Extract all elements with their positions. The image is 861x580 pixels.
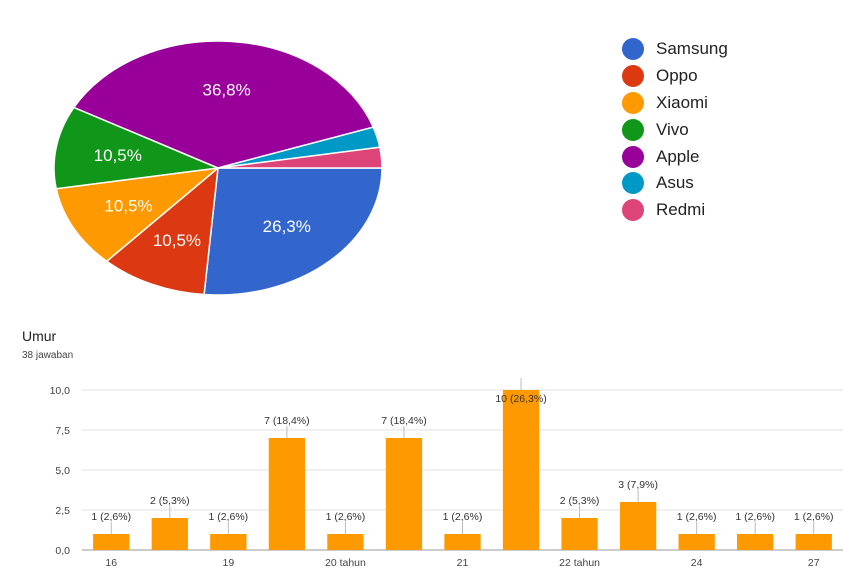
data-label: 10 (26,3%) [495,393,546,405]
data-label: 1 (2,6%) [794,511,834,523]
bar-chart-subtitle: 38 jawaban [22,350,74,361]
legend-item-xiaomi: Xiaomi [622,90,728,117]
x-tick-label: 16 [105,557,117,569]
legend-swatch [622,199,644,222]
legend-item-oppo: Oppo [622,63,728,90]
pie-slice-label: 36,8% [203,81,251,100]
y-tick-label: 5,0 [55,465,70,477]
bar-chart: 0,0 2,5 5,0 7,5 10,0 1 (2,6%) 16 2 (5,3%) 1 (2,6… [50,378,843,569]
legend-label: Apple [656,146,700,166]
bar [561,518,598,550]
legend-item-redmi: Redmi [622,197,728,224]
x-tick-label: 20 tahun [325,557,366,569]
bar [327,534,364,550]
bar [737,534,774,550]
data-label: 7 (18,4%) [264,415,310,427]
pie-slice-oppo [105,166,219,296]
bar [444,534,481,550]
legend-swatch [622,172,644,195]
legend-item-samsung: Samsung [622,36,728,63]
legend-label: Samsung [656,39,728,59]
legend-item-vivo: Vivo [622,116,728,143]
legend-swatch [622,118,644,141]
pie-slice-label: 26,3% [263,217,311,236]
data-label: 7 (18,4%) [381,415,427,427]
data-label: 2 (5,3%) [150,495,190,507]
bar-chart-title: Umur [22,328,57,344]
legend-swatch [622,38,644,61]
pie-slice-xiaomi [55,166,221,263]
pie-slice-redmi [217,146,383,169]
x-tick-label: 21 [457,557,469,569]
legend-label: Redmi [656,200,706,220]
bar [268,438,306,550]
data-label: 1 (2,6%) [326,511,366,523]
pie-slice-label: 10,5% [94,146,142,165]
data-label: 3 (7,9%) [618,479,658,491]
data-label: 1 (2,6%) [209,511,249,523]
legend-label: Xiaomi [656,92,708,112]
bar [210,534,247,550]
data-label: 1 (2,6%) [735,511,775,523]
legend-label: Vivo [656,119,689,139]
data-label: 1 (2,6%) [91,511,131,523]
pie-legend: Samsung Oppo Xiaomi Vivo Apple Asus Redmi [622,36,728,224]
x-tick-label: 19 [223,557,235,569]
bar [678,534,715,550]
y-tick-label: 0,0 [55,545,70,557]
pie-slice-apple [72,40,375,169]
bar [795,534,832,550]
x-tick-label: 27 [808,557,820,569]
pie-slice-samsung [203,167,383,296]
y-tick-label: 2,5 [55,505,70,517]
data-label: 1 (2,6%) [443,511,483,523]
x-tick-label: 24 [691,557,703,569]
bar [93,534,130,550]
bar [502,390,540,550]
data-label: 1 (2,6%) [677,511,717,523]
bar [385,438,423,550]
bar [151,518,188,550]
legend-swatch [622,91,644,114]
pie-slice-vivo [53,106,221,190]
legend-label: Oppo [656,66,698,86]
bar [619,502,657,550]
data-label: 2 (5,3%) [560,495,600,507]
legend-item-apple: Apple [622,143,728,170]
y-tick-label: 7,5 [55,425,70,437]
legend-label: Asus [656,173,694,193]
x-tick-label: 22 tahun [559,557,600,569]
pie-slice-label: 10,5% [153,231,201,250]
legend-swatch [622,65,644,88]
legend-item-asus: Asus [622,170,728,197]
pie-chart: 26,3%10,5%10,5%10,5%36,8% [53,40,383,296]
pie-slice-label: 10,5% [104,196,152,215]
legend-swatch [622,145,644,168]
y-tick-label: 10,0 [50,385,71,397]
